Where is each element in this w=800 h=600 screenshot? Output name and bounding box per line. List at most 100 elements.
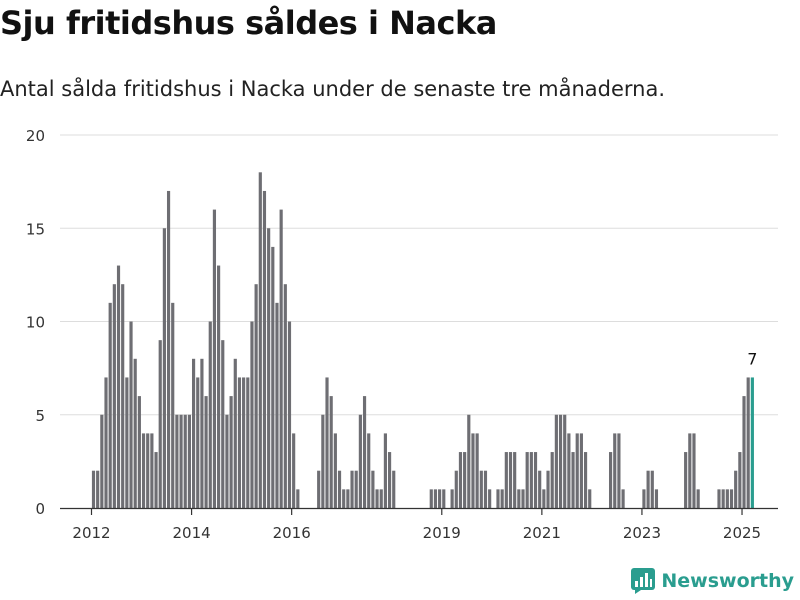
bar — [271, 246, 275, 508]
bar — [642, 489, 646, 508]
bar — [546, 470, 550, 508]
bar — [104, 377, 108, 508]
bar — [154, 452, 158, 508]
bar — [387, 452, 392, 508]
bar — [204, 396, 208, 508]
bar — [267, 228, 271, 508]
bar — [654, 489, 659, 508]
bar — [146, 433, 150, 508]
bar — [433, 489, 438, 508]
bar — [621, 489, 625, 508]
bar — [508, 452, 513, 508]
bar-highlight — [750, 377, 754, 508]
newsworthy-logo-icon — [631, 568, 656, 594]
bar — [734, 470, 738, 508]
bar — [725, 489, 729, 508]
bar — [567, 433, 571, 508]
bar — [200, 358, 204, 508]
bar — [746, 377, 750, 508]
data-label-last: 7 — [747, 349, 757, 368]
bar — [362, 396, 367, 508]
bar — [258, 172, 262, 509]
x-tick-label: 2019 — [423, 524, 461, 542]
bar — [287, 321, 292, 508]
bar — [463, 452, 467, 508]
bar — [229, 396, 233, 508]
bar — [254, 284, 258, 508]
bar — [575, 433, 579, 508]
bar — [212, 209, 217, 508]
bar — [337, 470, 342, 508]
bar — [329, 396, 333, 508]
bar-chart: 0 5 10 15 20 2012 2014 2016 2019 2021 2023 2025 7 — [26, 127, 778, 542]
bar — [350, 470, 354, 508]
bar — [579, 433, 583, 508]
bar — [375, 489, 379, 508]
bar — [183, 414, 187, 508]
bar — [383, 433, 387, 508]
bar — [221, 340, 225, 508]
x-tick-label: 2014 — [172, 524, 210, 542]
bar — [496, 489, 500, 508]
bar — [688, 433, 692, 508]
bar — [333, 433, 337, 508]
bar — [262, 190, 267, 508]
bar — [125, 377, 129, 508]
bar — [129, 321, 133, 508]
x-tick-label: 2021 — [523, 524, 561, 542]
bar — [158, 340, 162, 508]
bar — [150, 433, 154, 508]
bar — [550, 452, 554, 508]
x-tick-label: 2016 — [273, 524, 311, 542]
bar — [558, 414, 563, 508]
bar — [450, 489, 454, 508]
bar — [588, 489, 592, 508]
bar — [171, 302, 175, 508]
bar — [517, 489, 521, 508]
bar — [250, 321, 254, 508]
bar — [317, 470, 321, 508]
bar — [479, 470, 483, 508]
bar — [179, 414, 183, 508]
bar — [646, 470, 650, 508]
bar — [100, 414, 104, 508]
bar — [321, 414, 325, 508]
bar — [521, 489, 525, 508]
bar — [187, 414, 191, 508]
bar — [292, 433, 296, 508]
x-tick-label: 2012 — [72, 524, 110, 542]
bar — [608, 452, 613, 508]
bar — [692, 433, 696, 508]
bar — [166, 190, 171, 508]
bar — [175, 414, 179, 508]
bar — [571, 452, 575, 508]
bar — [108, 302, 112, 508]
bar — [133, 358, 137, 508]
bar — [617, 433, 621, 508]
bar — [367, 433, 371, 508]
bar — [91, 470, 96, 508]
bar — [500, 489, 504, 508]
bar — [162, 228, 166, 508]
bar — [429, 489, 433, 508]
bar — [346, 489, 350, 508]
bar — [563, 414, 567, 508]
bar — [467, 414, 471, 508]
bar — [742, 396, 746, 508]
bar — [458, 452, 463, 508]
bar — [225, 414, 229, 508]
chart-title: Sju fritidshus såldes i Nacka — [0, 4, 497, 42]
bar — [483, 470, 488, 508]
bar — [141, 433, 146, 508]
bar — [738, 452, 742, 508]
y-tick-label: 0 — [35, 500, 45, 518]
bar — [237, 377, 242, 508]
bar — [279, 209, 283, 508]
bar — [488, 489, 492, 508]
bar — [242, 377, 246, 508]
bar — [471, 433, 475, 508]
bar — [283, 284, 287, 508]
bar — [371, 470, 375, 508]
bar — [438, 489, 442, 508]
brand-name: Newsworthy — [661, 570, 794, 592]
